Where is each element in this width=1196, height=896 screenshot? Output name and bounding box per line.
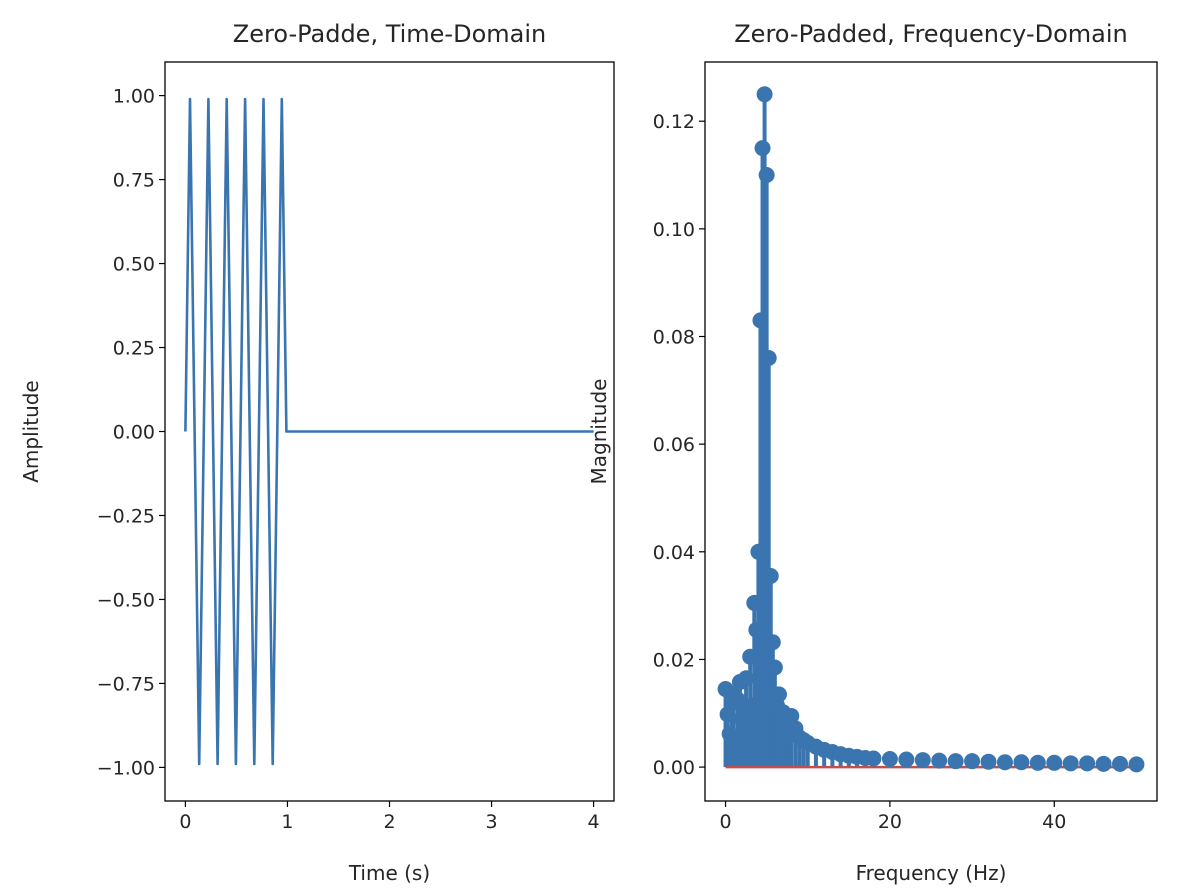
stem-marker bbox=[1029, 754, 1046, 771]
y-tick-label: 0.00 bbox=[113, 422, 155, 444]
stem-marker bbox=[865, 750, 882, 767]
y-tick-label: 0.02 bbox=[653, 649, 695, 671]
stem-marker bbox=[898, 751, 915, 768]
stem-marker bbox=[1079, 755, 1096, 772]
stem-marker bbox=[1128, 756, 1145, 773]
stem-marker bbox=[914, 752, 931, 769]
y-tick-label: 0.00 bbox=[653, 757, 695, 779]
y-tick-label: 0.10 bbox=[653, 219, 695, 241]
stem-marker bbox=[964, 753, 981, 770]
x-tick-label: 20 bbox=[878, 811, 902, 833]
y-axis-label: Amplitude bbox=[19, 380, 43, 483]
stem-marker bbox=[1095, 755, 1112, 772]
stem-marker bbox=[881, 751, 898, 768]
x-tick-label: 3 bbox=[485, 811, 497, 833]
y-tick-label: 0.06 bbox=[653, 434, 695, 456]
stem-marker bbox=[931, 752, 948, 769]
stem-marker bbox=[783, 707, 800, 724]
x-tick-label: 1 bbox=[281, 811, 293, 833]
axes-2: 0 20 40 0.12 0.10 0.08 0.06 0.04 0.02 0.00 Zero-Pa… bbox=[587, 20, 1158, 885]
stem-marker bbox=[752, 312, 769, 329]
y-tick-label: −0.75 bbox=[97, 673, 155, 695]
y-axis-label: Magnitude bbox=[587, 379, 611, 485]
stem-marker bbox=[766, 659, 783, 676]
stem-marker bbox=[760, 350, 777, 367]
axes-1: 0 1 2 3 4 1.00 0.75 0.50 0.25 0.00 −0.25 −0.50 −0.75… bbox=[19, 20, 615, 885]
stem-marker bbox=[744, 697, 761, 714]
stem-marker bbox=[947, 753, 964, 770]
stem-marker bbox=[980, 753, 997, 770]
y-tick-label: −1.00 bbox=[97, 757, 155, 779]
stem-marker bbox=[756, 86, 773, 103]
x-tick-label: 4 bbox=[588, 811, 600, 833]
chart-title: Zero-Padde, Time-Domain bbox=[233, 20, 546, 48]
y-tick-label: 0.75 bbox=[113, 170, 155, 192]
y-tick-label: −0.25 bbox=[97, 505, 155, 527]
stem-marker bbox=[996, 754, 1013, 771]
y-tick-label: 0.25 bbox=[113, 338, 155, 360]
stem-marker bbox=[727, 731, 744, 748]
x-axis-label: Time (s) bbox=[348, 861, 430, 885]
stem-marker bbox=[758, 167, 775, 184]
y-tick-label: 0.12 bbox=[653, 111, 695, 133]
y-tick-label: 0.50 bbox=[113, 254, 155, 276]
chart-title: Zero-Padded, Frequency-Domain bbox=[734, 20, 1128, 48]
stem-marker bbox=[740, 718, 757, 735]
x-tick-label: 0 bbox=[179, 811, 191, 833]
axes-frame bbox=[704, 61, 1158, 802]
stem-marker bbox=[770, 686, 787, 703]
y-tick-label: 1.00 bbox=[113, 86, 155, 108]
stem-marker bbox=[1112, 755, 1129, 772]
stem-marker bbox=[1062, 755, 1079, 772]
stem-marker bbox=[1013, 754, 1030, 771]
y-tick-label: 0.04 bbox=[653, 542, 695, 564]
series-line bbox=[184, 97, 594, 766]
stem-marker bbox=[762, 568, 779, 585]
stem-marker bbox=[742, 648, 759, 665]
x-tick-label: 40 bbox=[1042, 811, 1066, 833]
stem-marker bbox=[764, 634, 781, 651]
stem-marker bbox=[748, 621, 765, 638]
y-tick-label: 0.08 bbox=[653, 327, 695, 349]
y-tick-label: −0.50 bbox=[97, 589, 155, 611]
stem-marker bbox=[750, 543, 767, 560]
stem-marker bbox=[729, 691, 746, 708]
stem-marker bbox=[738, 670, 755, 687]
x-axis-label: Frequency (Hz) bbox=[856, 861, 1007, 885]
x-tick-label: 0 bbox=[719, 811, 731, 833]
stem-marker bbox=[719, 706, 736, 723]
x-tick-label: 2 bbox=[383, 811, 395, 833]
stem-marker bbox=[1046, 754, 1063, 771]
stem-marker bbox=[754, 140, 771, 157]
stem-marker bbox=[746, 594, 763, 611]
